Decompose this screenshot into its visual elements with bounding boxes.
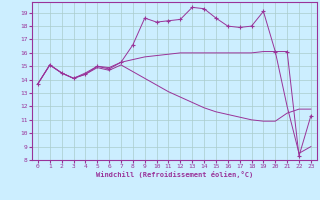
X-axis label: Windchill (Refroidissement éolien,°C): Windchill (Refroidissement éolien,°C) — [96, 171, 253, 178]
